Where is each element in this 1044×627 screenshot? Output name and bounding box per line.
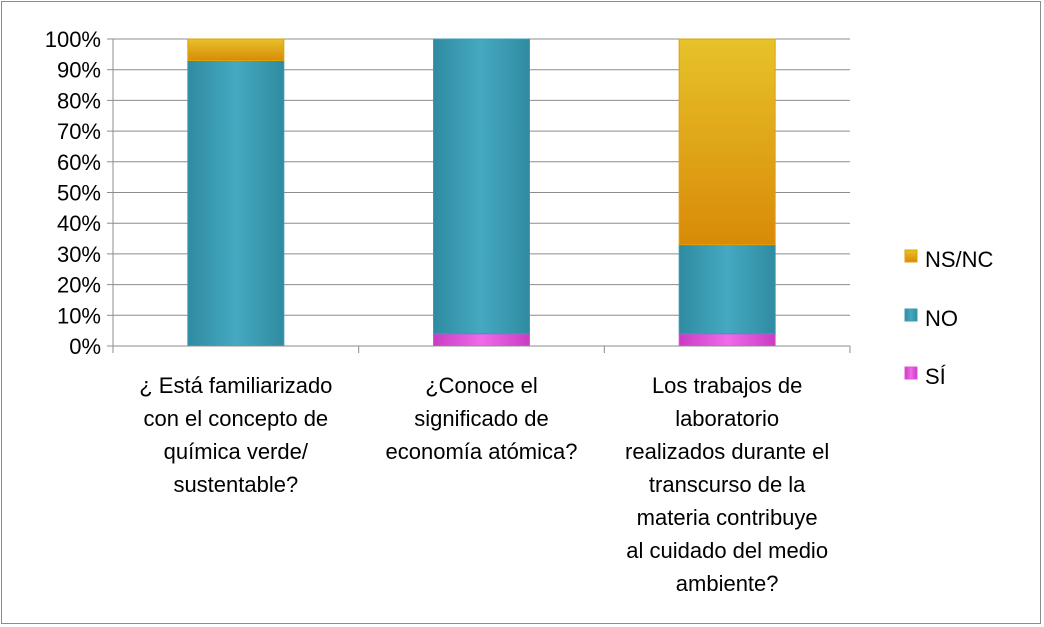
category-labels: ¿ Está familiarizado con el concepto de qu… xyxy=(139,373,829,596)
category-label: ¿Conoce el significado de economía atómica… xyxy=(386,373,578,464)
y-tick-labels: 0% 10% 20% 30% 40% 50% 60% 70% 80% 90% 100% xyxy=(45,27,101,359)
category-label: ¿ Está familiarizado con el concepto de qu… xyxy=(139,373,332,497)
legend-swatch xyxy=(904,308,918,322)
bar-segment xyxy=(187,38,285,61)
bar-segment xyxy=(678,333,776,347)
y-tick-label: 70% xyxy=(57,119,101,144)
category-label: Los trabajos de laboratorio realizados dur… xyxy=(625,373,829,596)
bar-segment xyxy=(678,38,776,246)
legend-label: NS/NC xyxy=(925,247,994,272)
y-tick-label: 100% xyxy=(45,27,101,52)
bar-segment xyxy=(433,38,530,335)
y-tick-label: 0% xyxy=(69,334,101,359)
y-tick-label: 30% xyxy=(57,242,101,267)
legend-swatch xyxy=(904,249,918,263)
y-tick-label: 50% xyxy=(57,181,101,206)
bars xyxy=(187,38,776,347)
y-tick-label: 10% xyxy=(57,303,101,328)
legend: NS/NC NO SÍ xyxy=(904,247,994,389)
legend-swatch xyxy=(904,366,918,380)
y-tick-label: 80% xyxy=(57,88,101,113)
axes xyxy=(112,39,851,353)
y-tick-label: 20% xyxy=(57,273,101,298)
y-tick-label: 60% xyxy=(57,150,101,175)
y-tick-label: 90% xyxy=(57,58,101,83)
legend-label: SÍ xyxy=(925,364,947,389)
bar-segment xyxy=(678,244,776,335)
bar-segment xyxy=(433,333,530,347)
y-tick-label: 40% xyxy=(57,211,101,236)
bar-segment xyxy=(187,59,285,347)
legend-label: NO xyxy=(925,306,958,331)
